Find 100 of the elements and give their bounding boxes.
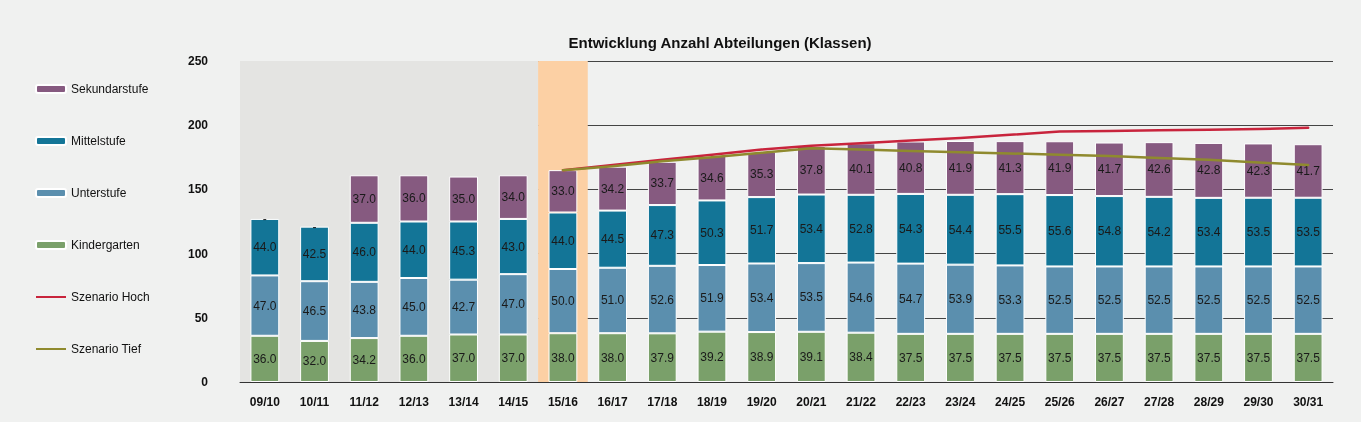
data-label: 43.8 (352, 302, 377, 317)
data-label: 53.3 (998, 292, 1023, 307)
data-label: 42.6 (1147, 162, 1172, 177)
data-label: 37.5 (998, 350, 1023, 365)
data-label: 37.5 (1296, 350, 1321, 365)
x-tick-label: 20/21 (796, 395, 827, 409)
data-label: 35.3 (749, 167, 774, 182)
legend-label: Szenario Hoch (71, 290, 150, 304)
data-label: 50.0 (551, 294, 575, 309)
data-label: 44.0 (253, 240, 277, 255)
data-label: 47.3 (650, 228, 675, 243)
chart-title: Entwicklung Anzahl Abteilungen (Klassen) (568, 34, 872, 51)
data-label: 37.5 (1147, 350, 1172, 365)
data-label: 41.7 (1296, 163, 1321, 178)
x-tick-label: 11/12 (349, 395, 380, 409)
data-label: 35.0 (451, 192, 476, 207)
data-label: 38.4 (849, 350, 874, 365)
data-label: 44.0 (551, 233, 575, 248)
data-label: 32.0 (302, 354, 327, 369)
data-label: 54.6 (849, 290, 874, 305)
data-label: 51.7 (749, 223, 774, 238)
data-label: 45.0 (402, 299, 426, 314)
data-label: 38.0 (600, 350, 625, 365)
data-label: 40.8 (899, 160, 923, 175)
x-tick-label: 18/19 (696, 395, 728, 409)
data-label: 52.5 (1147, 293, 1172, 308)
data-label: 54.8 (1097, 224, 1122, 239)
data-label: 44.5 (600, 232, 625, 247)
data-label: 47.0 (501, 297, 526, 312)
data-label: 54.2 (1147, 224, 1172, 239)
data-label: 47.0 (253, 298, 277, 313)
data-label: 39.1 (799, 349, 824, 364)
data-label: 54.3 (899, 221, 923, 236)
data-label: 53.5 (1246, 225, 1271, 240)
data-label: 34.6 (700, 171, 724, 186)
data-label: 37.5 (1048, 350, 1072, 365)
data-label: 36.0 (402, 351, 426, 366)
data-label: 53.4 (799, 221, 824, 236)
y-tick-label: 150 (187, 182, 209, 197)
x-tick-label: 24/25 (995, 395, 1026, 409)
data-label: 42.8 (1197, 163, 1221, 178)
data-label: 36.0 (402, 191, 426, 206)
data-label: 52.5 (1296, 293, 1321, 308)
data-label: 37.8 (799, 163, 824, 178)
x-tick-label: 23/24 (945, 395, 976, 409)
x-tick-label: 22/23 (895, 395, 927, 409)
data-label: 53.4 (1197, 225, 1221, 240)
data-label: 37.5 (948, 350, 973, 365)
data-label: 54.7 (899, 291, 923, 306)
data-label: 41.7 (1097, 162, 1122, 177)
data-label: 42.3 (1246, 163, 1271, 178)
data-label: 55.6 (1048, 223, 1072, 238)
data-label: 34.2 (352, 353, 377, 368)
data-label: 33.7 (650, 176, 675, 191)
data-label: 37.5 (899, 350, 923, 365)
y-tick-label: 250 (187, 54, 209, 68)
data-label: 36.0 (253, 351, 277, 366)
x-tick-label: 29/30 (1243, 395, 1274, 409)
data-label: 46.0 (352, 245, 377, 260)
x-tick-label: 26/27 (1094, 395, 1125, 409)
x-tick-label: 16/17 (597, 395, 628, 409)
x-tick-label: 10/11 (299, 395, 330, 409)
data-label: 53.5 (799, 290, 824, 305)
data-label: 53.9 (948, 292, 973, 307)
data-label: 37.9 (650, 350, 675, 365)
data-label: 39.2 (700, 349, 724, 364)
data-label: 33.0 (551, 184, 575, 199)
data-label: 51.0 (600, 293, 625, 308)
data-label: 44.0 (402, 242, 426, 257)
x-tick-label: 15/16 (547, 395, 579, 409)
data-label: 37.0 (352, 192, 377, 207)
x-tick-label: 30/31 (1293, 395, 1324, 409)
data-label: 52.8 (849, 221, 874, 236)
data-label: 42.7 (451, 300, 476, 315)
data-label: 51.9 (700, 291, 724, 306)
data-label: 34.2 (600, 181, 625, 196)
legend-label: Unterstufe (71, 186, 127, 200)
data-label: 43.0 (501, 239, 526, 254)
data-label: 37.5 (1246, 350, 1271, 365)
y-tick-label: 0 (201, 375, 209, 389)
y-tick-label: 200 (187, 118, 209, 133)
x-tick-label: 12/13 (398, 395, 430, 409)
data-label: 37.0 (501, 351, 526, 366)
data-label: 38.0 (551, 350, 575, 365)
data-label: - (262, 211, 267, 226)
data-label: 52.5 (1048, 293, 1072, 308)
x-tick-label: 21/22 (846, 395, 877, 409)
data-label: 55.5 (998, 222, 1023, 237)
data-label: 52.5 (1197, 293, 1221, 308)
data-label: 41.3 (998, 160, 1023, 175)
data-label: - (312, 219, 317, 234)
data-label: 41.9 (948, 160, 973, 175)
data-label: 38.9 (749, 350, 774, 365)
x-tick-label: 09/10 (249, 395, 281, 409)
x-tick-label: 13/14 (448, 395, 479, 409)
data-label: 53.4 (749, 290, 774, 305)
data-label: 37.5 (1197, 350, 1221, 365)
data-label: 52.5 (1097, 293, 1122, 308)
data-label: 37.0 (451, 351, 476, 366)
data-label: 52.5 (1246, 293, 1271, 308)
